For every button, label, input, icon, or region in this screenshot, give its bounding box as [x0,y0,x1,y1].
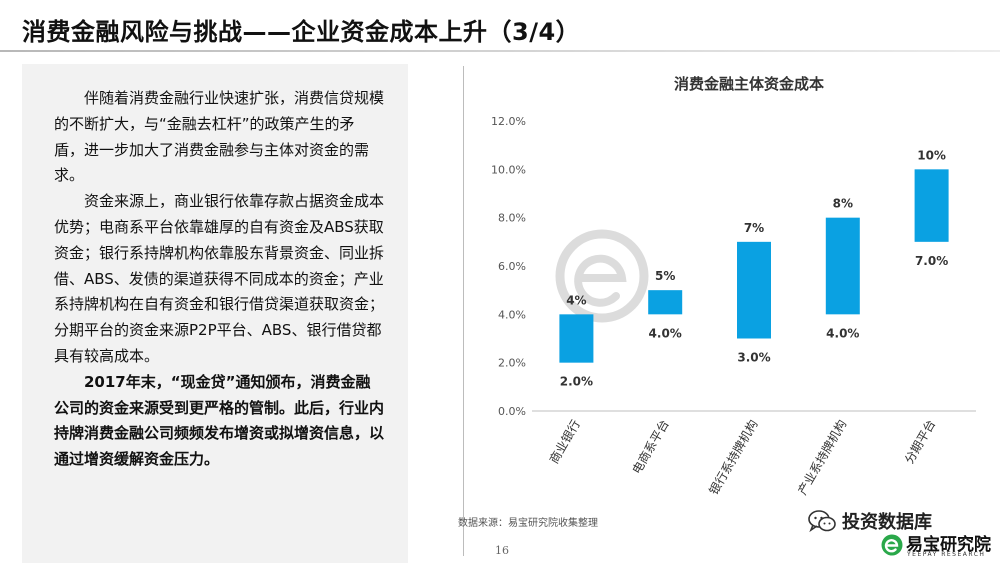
y-tick-label: 0.0% [498,405,526,418]
high-value-label: 8% [833,197,853,211]
bar-1 [648,290,683,315]
x-category-label: 分期平台 [901,417,938,466]
watermark-logo [555,229,649,323]
yeepay-logo-icon [881,534,903,556]
data-source: 数据来源：易宝研究院收集整理 [458,518,598,529]
bar-4 [914,169,949,242]
y-tick-label: 2.0% [498,357,526,370]
cost-range-chart: 消费金融主体资金成本 0.0% 2.0% 4.0% 6.0% 8.0% 10.0% 12.0… [491,75,976,497]
low-value-label: 4.0% [826,326,859,340]
low-value-label: 4.0% [649,326,682,340]
bar-3 [825,217,860,315]
text-panel: 伴随着消费金融行业快速扩张，消费信贷规模的不断扩大，与“金融去杠杆”的政策产生的… [54,86,384,473]
brand-name-en: YEEPAY RESEARCH [907,551,986,558]
text-panel-background [22,64,408,563]
page-number: 16 [495,544,509,557]
brand-logo: 易宝研究院 YEEPAY RESEARCH [880,530,998,560]
x-category-label: 商业银行 [546,417,583,466]
low-value-label: 2.0% [560,375,593,389]
x-axis: 商业银行 电商系平台 银行系持牌机构 产业系持牌机构 分期平台 [532,410,976,497]
wechat-badge: 投资数据库 [808,508,932,534]
watermark-mark [574,254,627,307]
bar-0 [559,314,594,363]
panel-paragraph: 资金来源上，商业银行依靠存款占据资金成本优势；电商系平台依靠雄厚的自有资金及AB… [54,192,385,365]
vertical-divider [463,66,464,556]
chart-title: 消费金融主体资金成本 [674,75,824,93]
x-category-label: 银行系持牌机构 [706,417,761,497]
x-category-label: 电商系平台 [629,417,672,476]
low-value-label: 3.0% [737,351,770,365]
y-tick-label: 12.0% [491,115,526,128]
page-title: 消费金融风险与挑战——企业资金成本上升（3/4） [22,18,581,46]
low-value-label: 7.0% [915,254,948,268]
high-value-label: 7% [744,221,764,235]
y-axis: 0.0% 2.0% 4.0% 6.0% 8.0% 10.0% 12.0% [491,115,526,418]
bars: 4% 2.0% 5% 4.0% 7% 3.0% 8% 4.0% 10% 7.0% [559,148,949,389]
high-value-label: 10% [917,148,946,162]
panel-paragraph: 2017年末，“现金贷”通知颁布，消费金融公司的资金来源受到更严格的管制。此后，… [54,372,385,469]
wechat-account-name: 投资数据库 [842,512,932,533]
brand-name: 易宝研究院 [906,535,991,555]
y-tick-label: 4.0% [498,308,526,321]
high-value-label: 4% [566,293,586,307]
header-rule [0,50,1000,52]
watermark-ring [555,229,649,323]
high-value-label: 5% [655,269,675,283]
y-tick-label: 10.0% [491,163,526,176]
slide-header: 消费金融风险与挑战——企业资金成本上升（3/4） [0,0,1000,58]
x-category-label: 产业系持牌机构 [794,417,849,497]
y-tick-label: 8.0% [498,212,526,225]
wechat-icon [808,510,836,533]
y-tick-label: 6.0% [498,260,526,273]
panel-paragraph: 伴随着消费金融行业快速扩张，消费信贷规模的不断扩大，与“金融去杠杆”的政策产生的… [54,89,385,185]
bar-2 [737,241,771,339]
